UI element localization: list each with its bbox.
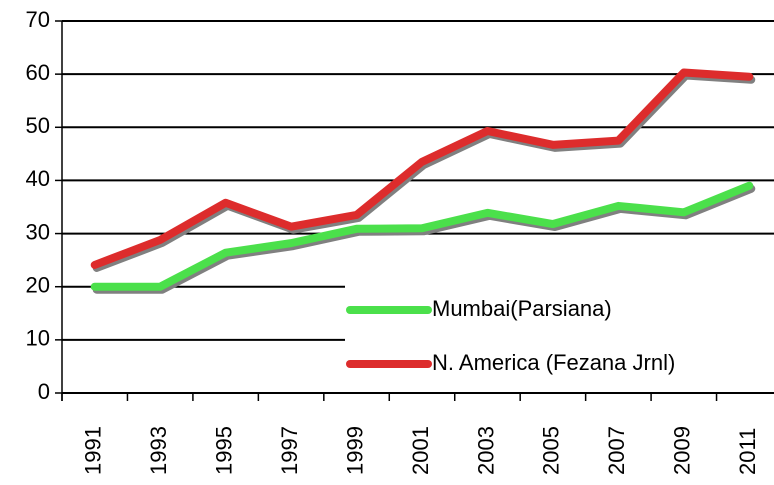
y-tick-label: 30 — [26, 219, 50, 244]
x-tick-label: 1995 — [211, 426, 236, 475]
legend-label: Mumbai(Parsiana) — [432, 296, 612, 321]
x-tick-label: 2001 — [408, 426, 433, 475]
y-tick-label: 70 — [26, 7, 50, 32]
y-tick-label: 40 — [26, 166, 50, 191]
x-tick-label: 2005 — [539, 426, 564, 475]
y-tick-label: 50 — [26, 113, 50, 138]
x-tick-label: 1997 — [277, 426, 302, 475]
series-line — [90, 181, 754, 291]
x-tick-label: 1999 — [342, 426, 367, 475]
y-tick-label: 20 — [26, 273, 50, 298]
y-tick-label: 0 — [38, 379, 50, 404]
x-tick-label: 1991 — [81, 426, 106, 475]
x-tick-label: 2011 — [735, 428, 760, 475]
y-tick-label: 10 — [26, 326, 50, 351]
x-tick-label: 2003 — [473, 426, 498, 475]
legend-box — [345, 281, 774, 388]
x-tick-label: 2007 — [604, 426, 629, 475]
line-shadow — [92, 184, 756, 294]
x-tick-label: 2009 — [670, 426, 695, 475]
x-tick-label: 1993 — [146, 426, 171, 475]
y-tick-label: 60 — [26, 60, 50, 85]
legend-label: N. America (Fezana Jrnl) — [432, 350, 675, 375]
series-line — [90, 68, 754, 269]
